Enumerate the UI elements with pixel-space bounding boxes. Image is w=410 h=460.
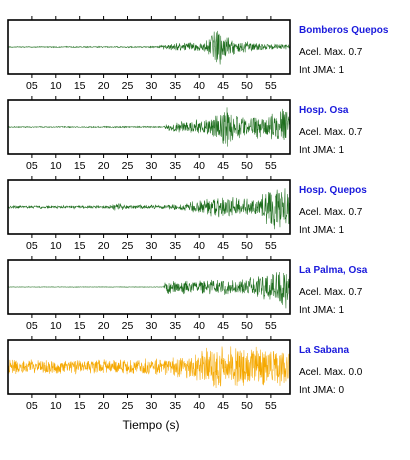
waveform-trace xyxy=(8,346,290,389)
intensity-label: Int JMA: 1 xyxy=(299,305,344,316)
waveform-trace xyxy=(8,271,290,309)
station-label: Hosp. Osa xyxy=(299,105,349,116)
station-label: Bomberos Quepos xyxy=(299,25,389,36)
x-tick-label: 35 xyxy=(169,160,181,172)
x-tick-label: 30 xyxy=(146,80,158,92)
intensity-label: Int JMA: 1 xyxy=(299,65,344,76)
intensity-label: Int JMA: 1 xyxy=(299,145,344,156)
x-tick-label: 35 xyxy=(169,400,181,412)
x-tick-label: 40 xyxy=(193,240,205,252)
x-tick-label: 10 xyxy=(50,400,62,412)
x-tick-label: 15 xyxy=(74,240,86,252)
x-tick-label: 55 xyxy=(265,80,277,92)
x-tick-label: 40 xyxy=(193,320,205,332)
x-tick-label: 10 xyxy=(50,80,62,92)
x-tick-label: 15 xyxy=(74,80,86,92)
x-tick-label: 05 xyxy=(26,80,38,92)
station-label: Hosp. Quepos xyxy=(299,185,367,196)
x-tick-label: 25 xyxy=(122,160,134,172)
x-tick-label: 55 xyxy=(265,400,277,412)
x-tick-label: 15 xyxy=(74,400,86,412)
station-label: La Palma, Osa xyxy=(299,265,368,276)
x-tick-label: 20 xyxy=(98,160,110,172)
accel-max-label: Acel. Max. 0.0 xyxy=(299,367,363,378)
x-tick-label: 45 xyxy=(217,160,229,172)
x-tick-label: 40 xyxy=(193,160,205,172)
x-tick-label: 35 xyxy=(169,240,181,252)
x-tick-label: 10 xyxy=(50,320,62,332)
accel-max-label: Acel. Max. 0.7 xyxy=(299,207,363,218)
accel-max-label: Acel. Max. 0.7 xyxy=(299,127,363,138)
x-tick-label: 35 xyxy=(169,320,181,332)
x-tick-label: 05 xyxy=(26,160,38,172)
x-tick-label: 50 xyxy=(241,320,253,332)
panel-frame xyxy=(7,99,291,155)
x-tick-label: 30 xyxy=(146,240,158,252)
x-tick-label: 50 xyxy=(241,160,253,172)
x-tick-label: 45 xyxy=(217,400,229,412)
panel-frame xyxy=(7,339,291,395)
x-tick-label: 20 xyxy=(98,400,110,412)
x-tick-label: 50 xyxy=(241,400,253,412)
x-tick-label: 40 xyxy=(193,80,205,92)
x-tick-label: 25 xyxy=(122,320,134,332)
panel-1: 05 10 15 20 25 30 35 40 45 50 55 Bomberos Quepos Ace… xyxy=(7,16,389,92)
x-tick-label: 20 xyxy=(98,240,110,252)
waveform-trace xyxy=(8,30,290,65)
panel-frame xyxy=(7,259,291,315)
x-tick-label: 35 xyxy=(169,80,181,92)
accel-max-label: Acel. Max. 0.7 xyxy=(299,287,363,298)
x-tick-label: 45 xyxy=(217,80,229,92)
accel-max-label: Acel. Max. 0.7 xyxy=(299,47,363,58)
x-tick-label: 05 xyxy=(26,400,38,412)
x-tick-label: 10 xyxy=(50,240,62,252)
x-tick-label: 50 xyxy=(241,80,253,92)
x-tick-label: 30 xyxy=(146,320,158,332)
intensity-label: Int JMA: 1 xyxy=(299,225,344,236)
x-axis-title: Tiempo (s) xyxy=(123,418,180,432)
x-tick-label: 45 xyxy=(217,240,229,252)
x-tick-label: 55 xyxy=(265,240,277,252)
station-label: La Sabana xyxy=(299,345,349,356)
waveform-trace xyxy=(8,107,290,147)
x-tick-label: 15 xyxy=(74,160,86,172)
x-tick-label: 10 xyxy=(50,160,62,172)
x-tick-label: 55 xyxy=(265,320,277,332)
panel-4: 05 10 15 20 25 30 35 40 45 50 55 La Palma, Osa Acel.… xyxy=(7,256,368,332)
waveform-trace xyxy=(8,188,290,230)
x-tick-label: 40 xyxy=(193,400,205,412)
x-tick-label: 55 xyxy=(265,160,277,172)
x-tick-label: 30 xyxy=(146,160,158,172)
panel-frame xyxy=(7,19,291,75)
x-tick-label: 20 xyxy=(98,320,110,332)
x-tick-label: 20 xyxy=(98,80,110,92)
panel-frame xyxy=(7,179,291,235)
x-tick-label: 15 xyxy=(74,320,86,332)
x-tick-label: 30 xyxy=(146,400,158,412)
panel-3: 05 10 15 20 25 30 35 40 45 50 55 Hosp. Quepos Acel. … xyxy=(7,176,367,252)
x-tick-label: 05 xyxy=(26,320,38,332)
x-tick-label: 50 xyxy=(241,240,253,252)
intensity-label: Int JMA: 0 xyxy=(299,385,344,396)
x-tick-label: 05 xyxy=(26,240,38,252)
x-tick-label: 25 xyxy=(122,80,134,92)
x-tick-label: 25 xyxy=(122,400,134,412)
panel-5: 05 10 15 20 25 30 35 40 45 50 55 La Sabana Acel. Max… xyxy=(7,336,363,412)
x-tick-label: 25 xyxy=(122,240,134,252)
x-tick-label: 45 xyxy=(217,320,229,332)
panel-2: 05 10 15 20 25 30 35 40 45 50 55 Hosp. Osa Acel. Max… xyxy=(7,96,363,172)
